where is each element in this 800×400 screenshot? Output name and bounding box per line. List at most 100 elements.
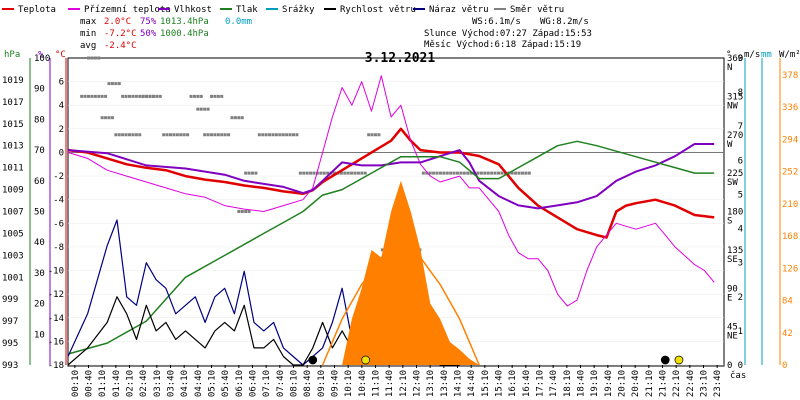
dir-marker bbox=[264, 133, 268, 137]
dir-marker bbox=[93, 56, 97, 60]
dir-marker bbox=[493, 171, 497, 175]
x-tick-label: 15:40 bbox=[495, 370, 505, 397]
wind-axis-label: m/s bbox=[744, 50, 760, 60]
x-tick-label: 20:10 bbox=[618, 370, 628, 397]
x-tick-label: 07:40 bbox=[276, 370, 286, 397]
dir-marker bbox=[309, 171, 313, 175]
dir-marker bbox=[203, 133, 207, 137]
dir-marker bbox=[319, 171, 323, 175]
dir-tick: 315 bbox=[727, 92, 743, 102]
dir-marker bbox=[227, 133, 231, 137]
dir-marker bbox=[216, 94, 220, 98]
hum-tick: 100 bbox=[34, 54, 50, 64]
x-tick-label: 16:40 bbox=[522, 370, 532, 397]
dir-marker bbox=[363, 171, 367, 175]
hpa-tick: 1001 bbox=[2, 273, 24, 283]
temp-tick: 6 bbox=[59, 78, 64, 88]
dir-marker bbox=[196, 94, 200, 98]
stat-min-label: min bbox=[80, 29, 96, 39]
x-tick-label: 21:10 bbox=[645, 370, 655, 397]
stat-avg-temp: -2.4°C bbox=[104, 41, 137, 51]
solar-tick: 210 bbox=[782, 200, 798, 210]
wind-tick: 2 bbox=[738, 293, 743, 303]
series-ground bbox=[67, 75, 715, 307]
dir-marker bbox=[333, 171, 336, 175]
temp-tick: -8 bbox=[53, 243, 64, 253]
dir-marker bbox=[117, 82, 121, 86]
dir-marker bbox=[237, 210, 241, 213]
dir-marker bbox=[155, 94, 159, 98]
hpa-tick: 1003 bbox=[2, 251, 24, 261]
x-tick-label: 12:10 bbox=[399, 370, 409, 397]
dir-marker bbox=[165, 133, 169, 137]
dir-marker bbox=[203, 107, 207, 111]
series-press bbox=[67, 140, 715, 355]
dir-marker bbox=[247, 210, 251, 213]
x-tick-label: 12:40 bbox=[413, 370, 423, 397]
x-tick-label: 19:10 bbox=[590, 370, 600, 397]
legend-label-3: Tlak bbox=[236, 5, 258, 15]
x-tick-label: 04:40 bbox=[194, 370, 204, 397]
dir-marker bbox=[442, 171, 446, 175]
x-tick-label: 03:10 bbox=[153, 370, 163, 397]
temp-tick: -16 bbox=[48, 337, 64, 347]
dir-marker bbox=[374, 133, 377, 137]
dir-marker bbox=[128, 133, 131, 137]
dir-marker bbox=[186, 133, 190, 137]
dir-marker bbox=[213, 94, 217, 98]
hpa-axis-label: hPa bbox=[4, 50, 20, 60]
stat-wg: WG:8.2m/s bbox=[540, 17, 589, 27]
temp-tick: -12 bbox=[48, 290, 64, 300]
x-tick-label: 13:40 bbox=[440, 370, 450, 397]
dir-marker bbox=[456, 171, 459, 175]
dir-marker bbox=[247, 171, 251, 175]
dir-marker bbox=[220, 94, 224, 98]
dir-marker bbox=[261, 133, 265, 137]
axes: hPa9939959979991001100310051007100910111… bbox=[2, 50, 800, 371]
series-solar bbox=[342, 180, 480, 365]
dir-marker bbox=[100, 116, 104, 120]
x-tick-label: 09:10 bbox=[317, 370, 327, 397]
hpa-tick: 1015 bbox=[2, 120, 24, 130]
wind-tick: 4 bbox=[738, 225, 743, 235]
dir-marker bbox=[240, 210, 244, 213]
dir-marker bbox=[87, 56, 90, 60]
x-tick-label: 11:10 bbox=[372, 370, 382, 397]
dir-tick: N bbox=[727, 63, 732, 73]
dir-marker bbox=[244, 210, 248, 213]
dir-marker bbox=[90, 56, 94, 60]
dir-tick: E bbox=[727, 293, 732, 303]
dir-marker bbox=[206, 133, 210, 137]
dir-marker bbox=[517, 171, 521, 175]
solar-tick: 252 bbox=[782, 168, 798, 178]
dir-marker bbox=[114, 133, 118, 137]
dir-marker bbox=[216, 133, 220, 137]
dir-tick: 180 bbox=[727, 208, 743, 218]
dir-marker bbox=[315, 171, 319, 175]
solar-tick: 42 bbox=[782, 329, 793, 339]
dir-marker bbox=[162, 133, 166, 137]
dir-marker bbox=[268, 133, 272, 137]
dir-marker bbox=[210, 94, 213, 98]
dir-tick: 135 bbox=[727, 246, 743, 256]
dir-marker bbox=[288, 133, 292, 137]
stat-max-rain: 0.0mm bbox=[225, 17, 252, 27]
x-tick-label: 10:10 bbox=[344, 370, 354, 397]
dir-marker bbox=[421, 171, 425, 175]
x-tick-label: 13:10 bbox=[426, 370, 436, 397]
dir-marker bbox=[350, 171, 354, 175]
solar-tick: 336 bbox=[782, 103, 798, 113]
dir-marker bbox=[479, 171, 483, 175]
solar-tick: 126 bbox=[782, 264, 798, 274]
temp-tick: 4 bbox=[59, 101, 64, 111]
dir-marker bbox=[100, 94, 104, 98]
dir-marker bbox=[121, 94, 125, 98]
x-tick-label: 06:10 bbox=[235, 370, 245, 397]
dir-marker bbox=[138, 133, 142, 137]
series-layer bbox=[67, 75, 715, 366]
wind-tick: 7 bbox=[738, 122, 743, 132]
rise-set-marker bbox=[308, 355, 318, 365]
dir-marker bbox=[107, 82, 111, 86]
dir-tick: SW bbox=[727, 178, 738, 188]
dir-marker bbox=[298, 171, 302, 175]
